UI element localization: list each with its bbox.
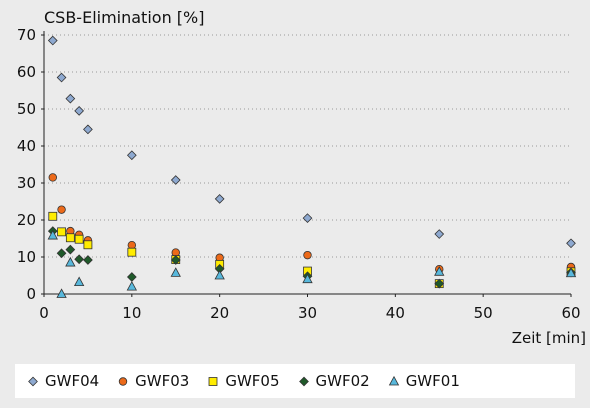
data-point <box>83 255 93 265</box>
data-point <box>170 267 181 277</box>
legend-marker-shape <box>208 377 218 386</box>
data-point <box>65 256 76 267</box>
legend-marker-shape <box>388 375 399 386</box>
scatter-chart: CSB-Elimination [%] 0 10 20 30 40 50 60 70 0 10 2… <box>17 8 586 347</box>
x-tick-label: 50 <box>474 304 493 322</box>
data-point <box>83 124 93 135</box>
grid-lines <box>44 34 571 258</box>
data-point <box>126 280 138 291</box>
data-point <box>303 250 312 260</box>
y-tick-label: 60 <box>17 63 36 81</box>
data-point <box>126 150 137 161</box>
data-point <box>127 247 137 257</box>
data-point <box>48 211 58 221</box>
data-point <box>74 105 84 116</box>
legend-marker <box>28 376 38 387</box>
series-gwf03 <box>48 173 576 274</box>
data-point <box>47 35 58 46</box>
legend-marker <box>208 377 218 386</box>
data-point <box>57 227 66 237</box>
data-point <box>214 194 225 204</box>
x-tick-label: 60 <box>561 304 580 322</box>
legend-label: GWF04 <box>45 372 100 390</box>
data-point <box>73 276 85 287</box>
data-point <box>56 288 67 298</box>
data-point <box>48 173 57 182</box>
legend-marker-shape <box>28 376 38 387</box>
legend-item-gwf01: GWF01 <box>388 372 460 390</box>
data-point <box>302 273 313 284</box>
legend-item-gwf04: GWF04 <box>27 372 99 390</box>
data-point <box>434 278 445 289</box>
data-point <box>126 272 137 282</box>
data-point <box>56 248 67 259</box>
data-point <box>434 266 445 276</box>
y-tick-label: 10 <box>17 248 36 266</box>
y-tick-label: 50 <box>17 100 36 118</box>
x-tick-labels: 0 10 20 30 40 50 60 <box>39 294 581 322</box>
data-point <box>434 229 445 239</box>
y-tick-labels: 0 10 20 30 40 50 60 70 <box>17 26 44 303</box>
data-point <box>74 254 84 265</box>
legend-label: GWF05 <box>225 372 280 390</box>
data-point <box>170 175 181 185</box>
legend-label: GWF03 <box>135 372 190 390</box>
legend-marker-shape <box>298 376 309 387</box>
data-point <box>566 238 576 249</box>
y-tick-label: 40 <box>17 137 36 155</box>
data-point <box>65 244 76 255</box>
x-tick-label: 20 <box>210 304 229 322</box>
legend-marker-shape <box>118 377 128 386</box>
data-point <box>47 229 58 240</box>
data-point <box>65 93 76 104</box>
data-point <box>56 72 67 83</box>
legend-marker <box>118 377 128 386</box>
x-tick-label: 0 <box>39 304 49 322</box>
legend-item-gwf03: GWF03 <box>117 372 189 390</box>
legend-label: GWF02 <box>315 372 370 390</box>
x-axis-label: Zeit [min] <box>512 329 586 347</box>
legend-item-gwf05: GWF05 <box>207 372 280 390</box>
data-points <box>47 35 577 298</box>
data-point <box>214 269 225 280</box>
chart-title: CSB-Elimination [%] <box>44 8 204 27</box>
x-tick-label: 40 <box>386 304 405 322</box>
y-tick-label: 0 <box>26 285 36 303</box>
data-point <box>302 213 313 224</box>
legend-marker <box>388 375 399 386</box>
x-tick-label: 30 <box>298 304 317 322</box>
data-point <box>74 234 84 244</box>
legend-item-gwf02: GWF02 <box>298 372 370 390</box>
series-gwf01 <box>47 229 577 298</box>
data-point <box>57 205 66 214</box>
data-point <box>83 240 93 250</box>
series-gwf04 <box>47 35 576 249</box>
data-point <box>65 233 75 243</box>
chart-legend: GWF04 GWF03 GWF05 GWF02 GWF01 <box>15 364 575 398</box>
y-tick-label: 70 <box>17 26 36 44</box>
data-point <box>170 255 181 265</box>
x-tick-label: 10 <box>122 304 141 322</box>
data-point <box>565 267 577 278</box>
y-tick-label: 30 <box>17 174 36 192</box>
legend-marker <box>298 376 309 387</box>
legend-label: GWF01 <box>405 372 460 390</box>
y-tick-label: 20 <box>17 211 36 229</box>
